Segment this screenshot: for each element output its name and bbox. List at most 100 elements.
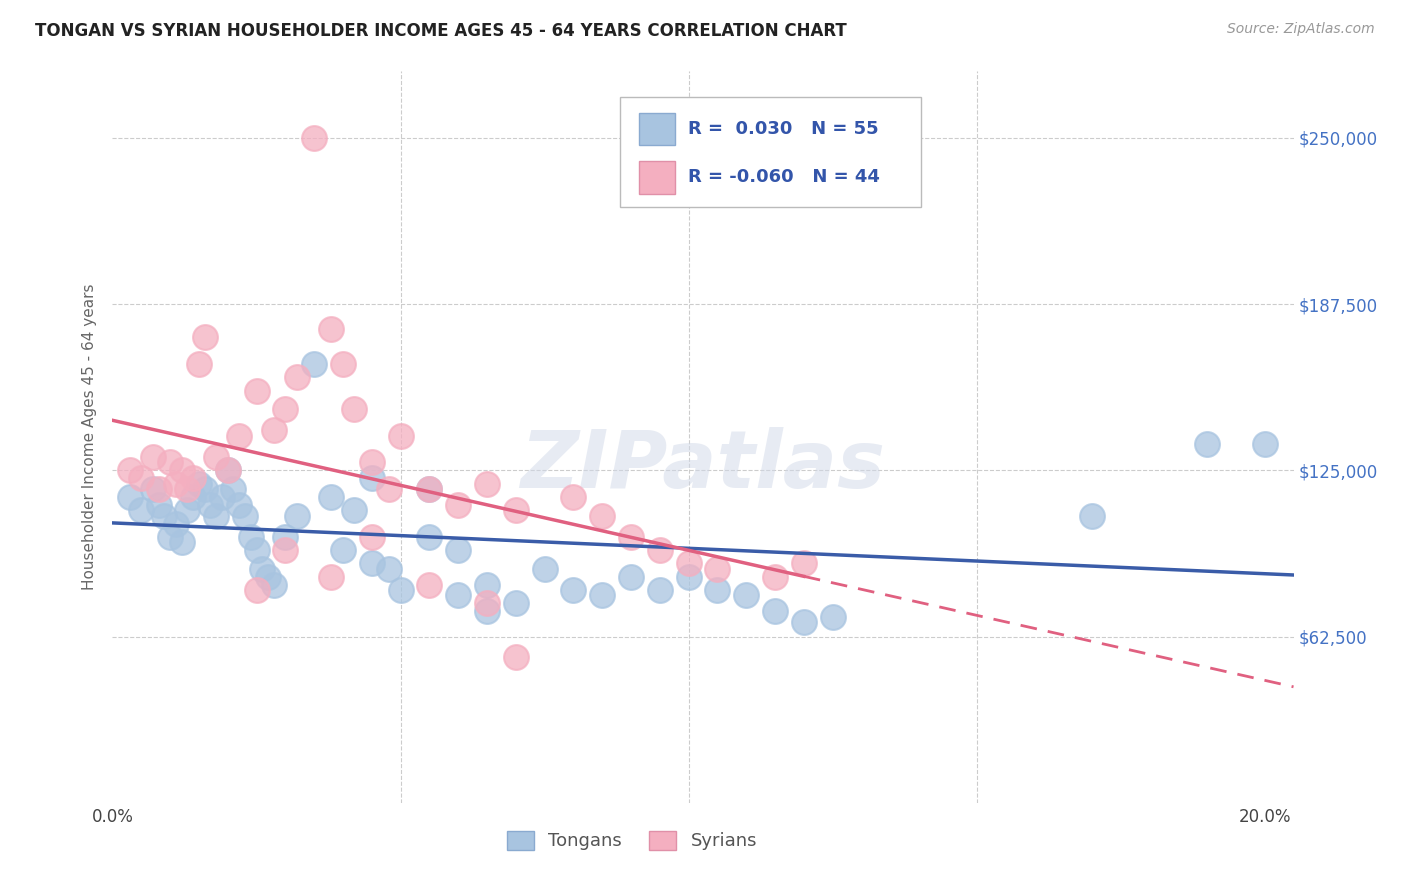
Point xyxy=(378,482,401,496)
Point xyxy=(533,562,555,576)
Point xyxy=(205,450,228,464)
Point xyxy=(735,588,758,602)
Point xyxy=(321,322,343,336)
Point xyxy=(245,384,267,398)
FancyBboxPatch shape xyxy=(620,97,921,207)
Point xyxy=(170,535,193,549)
Point xyxy=(505,503,527,517)
Point xyxy=(389,582,412,597)
Point xyxy=(418,530,440,544)
Point xyxy=(475,476,498,491)
Point xyxy=(360,530,382,544)
Point xyxy=(620,530,643,544)
Point xyxy=(302,357,325,371)
Point xyxy=(148,482,170,496)
Point xyxy=(591,588,613,602)
Point xyxy=(263,424,285,438)
Point xyxy=(678,557,700,571)
Point xyxy=(142,482,165,496)
Point xyxy=(118,490,141,504)
FancyBboxPatch shape xyxy=(640,161,675,194)
Point xyxy=(165,516,187,531)
Point xyxy=(343,402,366,417)
Text: TONGAN VS SYRIAN HOUSEHOLDER INCOME AGES 45 - 64 YEARS CORRELATION CHART: TONGAN VS SYRIAN HOUSEHOLDER INCOME AGES… xyxy=(35,22,846,40)
Point xyxy=(187,476,209,491)
Point xyxy=(176,503,198,517)
Point xyxy=(129,503,152,517)
Point xyxy=(763,604,786,618)
Point xyxy=(332,357,354,371)
Legend: Tongans, Syrians: Tongans, Syrians xyxy=(499,824,765,858)
Point xyxy=(332,543,354,558)
Point xyxy=(274,530,297,544)
Point xyxy=(505,649,527,664)
Point xyxy=(233,508,256,523)
Point xyxy=(176,482,198,496)
Point xyxy=(170,463,193,477)
Point xyxy=(245,543,267,558)
Point xyxy=(129,471,152,485)
Point xyxy=(475,596,498,610)
Point xyxy=(821,609,844,624)
Point xyxy=(274,543,297,558)
Point xyxy=(793,557,815,571)
Point xyxy=(1197,436,1219,450)
Point xyxy=(1081,508,1104,523)
Point xyxy=(187,357,209,371)
Point xyxy=(360,471,382,485)
Point xyxy=(181,471,204,485)
Y-axis label: Householder Income Ages 45 - 64 years: Householder Income Ages 45 - 64 years xyxy=(82,284,97,591)
Point xyxy=(211,490,233,504)
Point xyxy=(648,582,671,597)
Point xyxy=(763,570,786,584)
Point xyxy=(678,570,700,584)
Point xyxy=(205,508,228,523)
Point xyxy=(447,498,470,512)
Point xyxy=(378,562,401,576)
Point xyxy=(165,476,187,491)
Point xyxy=(245,582,267,597)
Point xyxy=(321,490,343,504)
Point xyxy=(257,570,280,584)
Point xyxy=(239,530,262,544)
Point xyxy=(153,508,176,523)
Point xyxy=(418,482,440,496)
Point xyxy=(418,482,440,496)
Point xyxy=(360,455,382,469)
Point xyxy=(217,463,239,477)
Point xyxy=(389,429,412,443)
Text: R = -0.060   N = 44: R = -0.060 N = 44 xyxy=(688,169,880,186)
Point xyxy=(505,596,527,610)
Point xyxy=(447,588,470,602)
Point xyxy=(252,562,274,576)
Point xyxy=(302,131,325,145)
Point xyxy=(321,570,343,584)
Point xyxy=(475,604,498,618)
Point xyxy=(475,577,498,591)
Point xyxy=(1254,436,1277,450)
Point xyxy=(343,503,366,517)
Point xyxy=(418,577,440,591)
Point xyxy=(228,429,250,443)
Text: ZIPatlas: ZIPatlas xyxy=(520,427,886,506)
Point xyxy=(562,582,585,597)
Point xyxy=(562,490,585,504)
Point xyxy=(274,402,297,417)
Point xyxy=(263,577,285,591)
Point xyxy=(706,582,728,597)
Point xyxy=(142,450,165,464)
Point xyxy=(793,615,815,629)
Point xyxy=(447,543,470,558)
Point xyxy=(159,530,181,544)
Point xyxy=(181,490,204,504)
Text: Source: ZipAtlas.com: Source: ZipAtlas.com xyxy=(1227,22,1375,37)
Point xyxy=(648,543,671,558)
Point xyxy=(620,570,643,584)
Point xyxy=(285,370,308,384)
Point xyxy=(228,498,250,512)
Point xyxy=(194,330,217,344)
Point xyxy=(360,557,382,571)
Point xyxy=(200,498,222,512)
Point xyxy=(222,482,245,496)
FancyBboxPatch shape xyxy=(640,113,675,145)
